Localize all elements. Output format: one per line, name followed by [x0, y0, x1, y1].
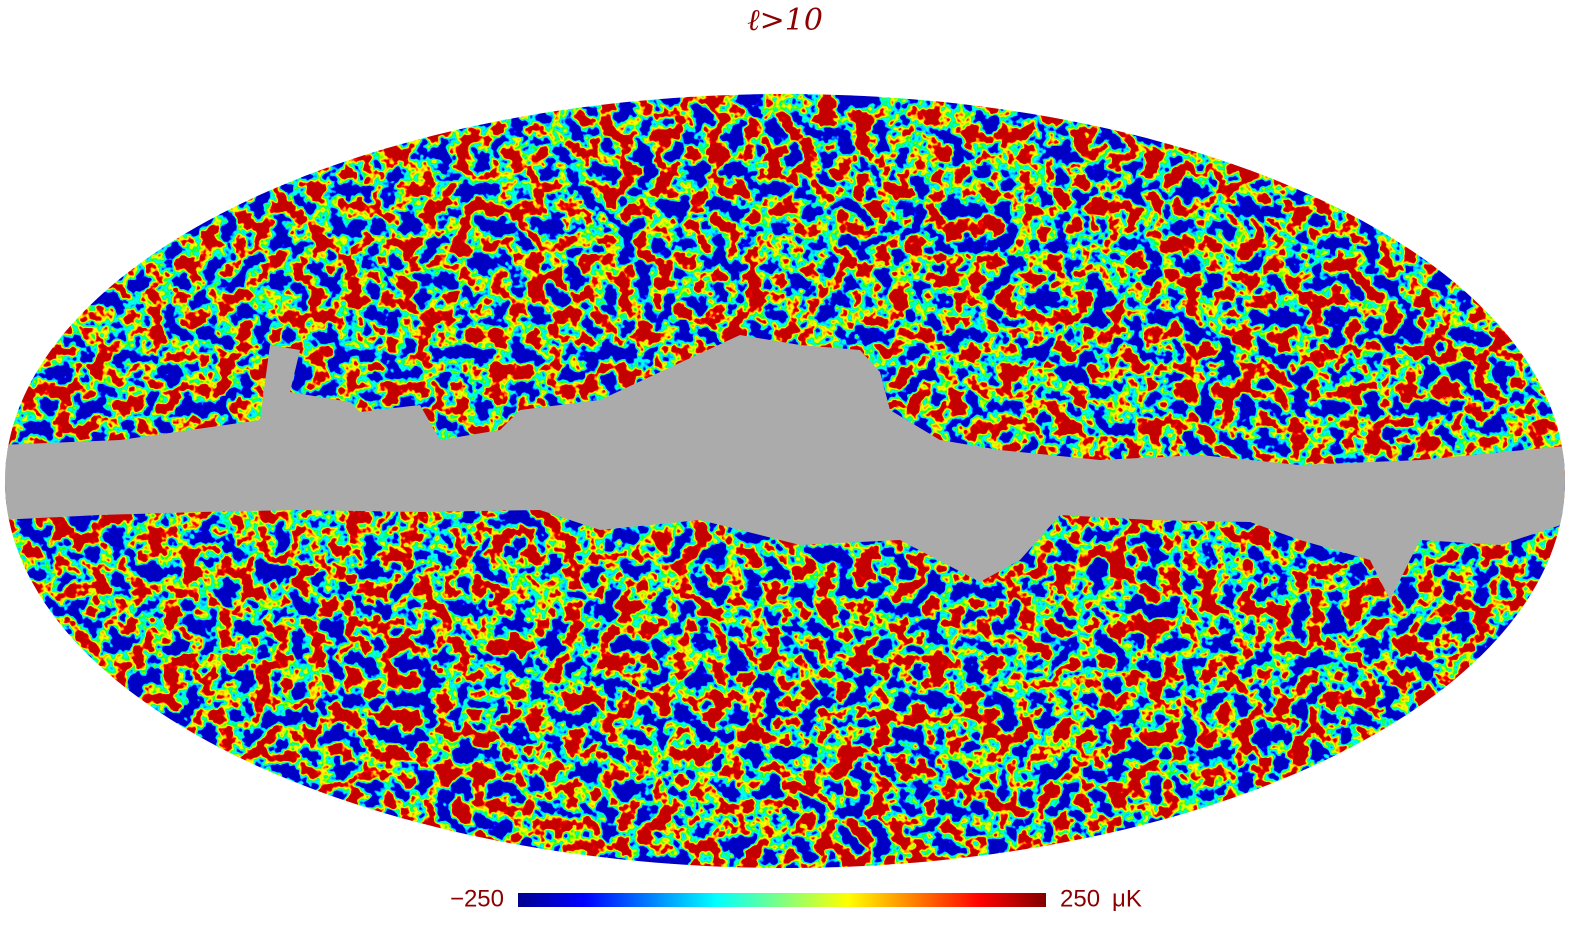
colorbar-tick-label: 250 [1060, 885, 1100, 912]
galactic-mask [5, 335, 1565, 600]
colorbar-tick-label: −250 [450, 885, 504, 912]
colorbar-unit: μK [1112, 885, 1142, 912]
map-title: ℓ>10 [747, 3, 823, 38]
colorbar [518, 893, 1046, 907]
sky-map [5, 94, 1565, 868]
colorbar-labels: −250 250 μK [450, 885, 1142, 912]
